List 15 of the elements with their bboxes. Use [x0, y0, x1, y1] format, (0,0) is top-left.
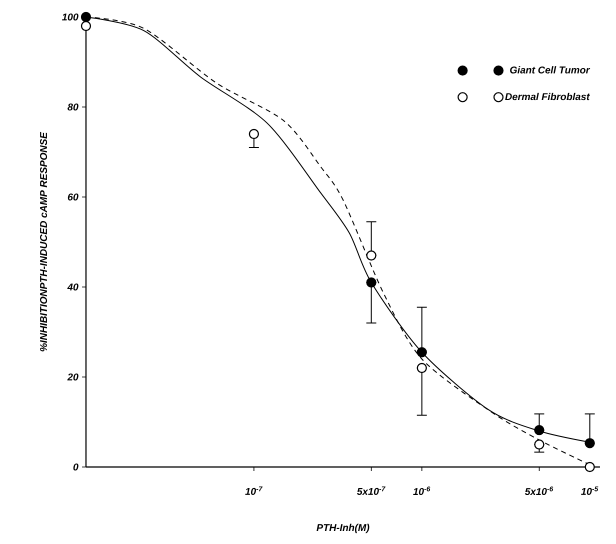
x-tick-label: 10$^{-6}$ — [413, 486, 430, 496]
y-tick-label: 0 — [73, 463, 78, 471]
y-axis-title: %INHIBITIONPTH-INDUCED cAMP RESPONSE — [40, 132, 48, 352]
y-tick-label: 100 — [62, 13, 78, 21]
y-tick-label: 20 — [67, 373, 78, 381]
legend-label: Dermal Fibroblast — [505, 92, 590, 100]
x-tick-label: 10$^{-5}$ — [581, 486, 598, 495]
x-tick-label: 5x10$^{-7}$ — [356, 486, 386, 495]
y-tick-label: 40 — [67, 283, 78, 291]
legend-label: Giant Cell Tumor — [510, 66, 590, 74]
x-axis-title: PTH-Inh(M) — [316, 524, 370, 534]
y-tick-label: 60 — [68, 193, 78, 201]
x-tick-label: 10$^{-7}$ — [245, 486, 263, 495]
x-tick-label: 5x10$^{-6}$ — [524, 486, 554, 496]
y-tick-label: 80 — [68, 103, 78, 111]
